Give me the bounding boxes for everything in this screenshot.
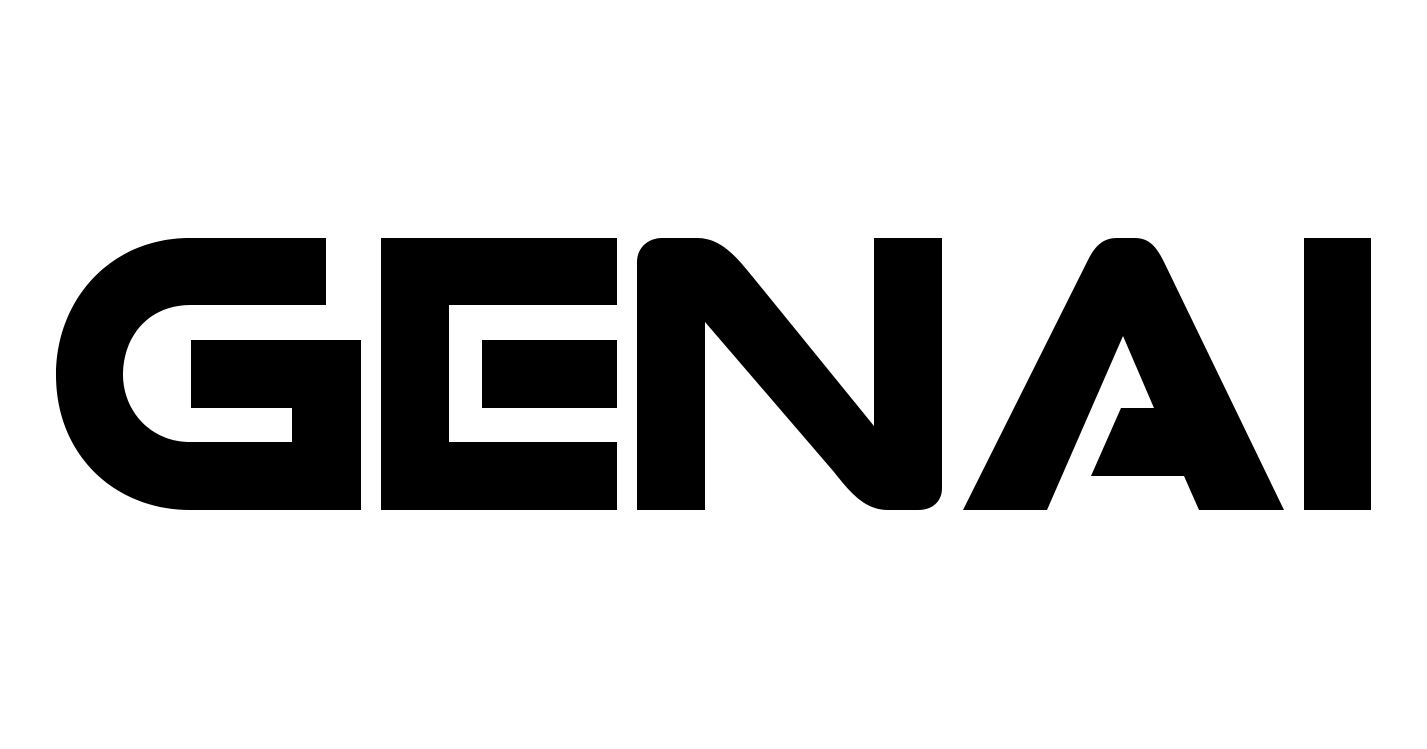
logo-letter-a [963, 238, 1284, 510]
logo-letter-e [381, 238, 617, 510]
logo-letter-g [56, 238, 361, 510]
logo-letter-i [1304, 238, 1371, 510]
logo-letter-n [637, 238, 942, 510]
